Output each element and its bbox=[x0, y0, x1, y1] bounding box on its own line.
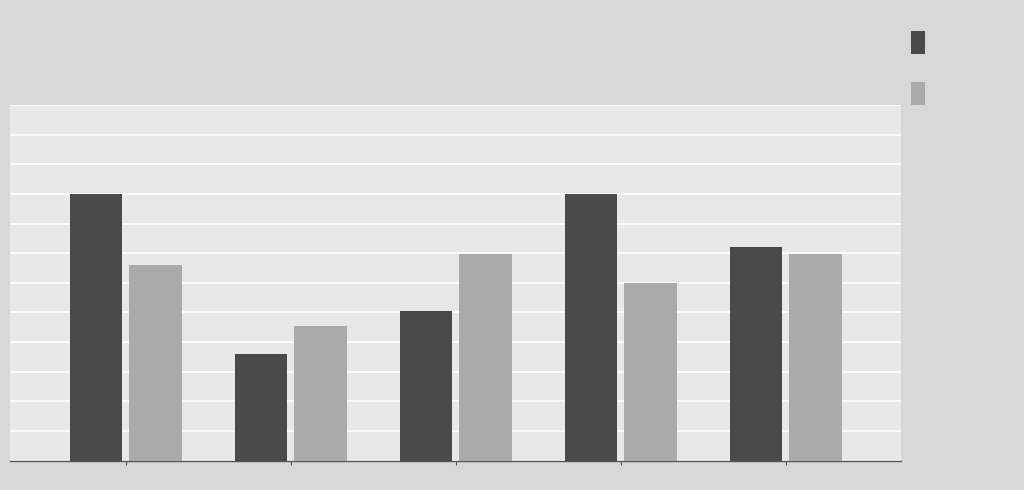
Bar bbox=[788, 254, 842, 461]
Bar bbox=[564, 194, 617, 461]
FancyBboxPatch shape bbox=[910, 82, 926, 105]
Bar bbox=[399, 311, 453, 461]
Bar bbox=[129, 265, 182, 461]
Bar bbox=[70, 194, 123, 461]
Bar bbox=[294, 325, 347, 461]
Bar bbox=[624, 283, 677, 461]
Bar bbox=[729, 247, 782, 461]
Bar bbox=[459, 254, 512, 461]
FancyBboxPatch shape bbox=[910, 31, 926, 54]
Bar bbox=[234, 354, 288, 461]
